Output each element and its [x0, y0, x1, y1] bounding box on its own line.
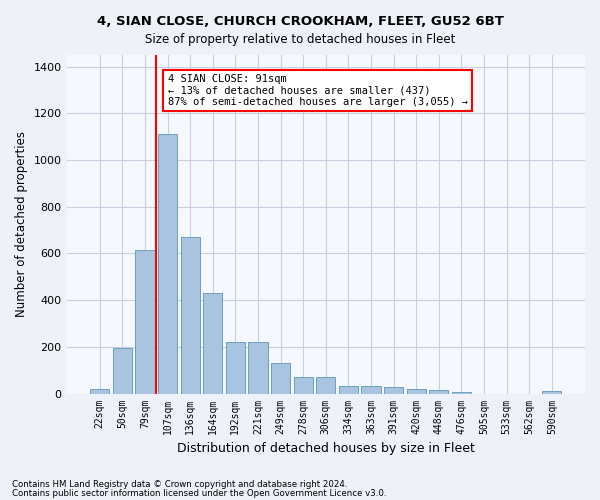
Bar — [293, 376, 313, 394]
Bar — [361, 386, 380, 394]
Bar — [271, 363, 290, 394]
Bar — [113, 348, 132, 394]
Bar — [429, 390, 448, 394]
Bar — [248, 342, 268, 394]
X-axis label: Distribution of detached houses by size in Fleet: Distribution of detached houses by size … — [177, 442, 475, 455]
Text: 4 SIAN CLOSE: 91sqm
← 13% of detached houses are smaller (437)
87% of semi-detac: 4 SIAN CLOSE: 91sqm ← 13% of detached ho… — [167, 74, 467, 107]
Bar — [90, 390, 109, 394]
Bar — [181, 237, 200, 394]
Bar — [384, 387, 403, 394]
Text: Size of property relative to detached houses in Fleet: Size of property relative to detached ho… — [145, 32, 455, 46]
Text: 4, SIAN CLOSE, CHURCH CROOKHAM, FLEET, GU52 6BT: 4, SIAN CLOSE, CHURCH CROOKHAM, FLEET, G… — [97, 15, 503, 28]
Bar — [136, 250, 155, 394]
Bar — [226, 342, 245, 394]
Text: Contains public sector information licensed under the Open Government Licence v3: Contains public sector information licen… — [12, 488, 386, 498]
Bar — [203, 293, 223, 394]
Bar — [542, 391, 562, 394]
Y-axis label: Number of detached properties: Number of detached properties — [15, 132, 28, 318]
Bar — [407, 390, 426, 394]
Bar — [158, 134, 177, 394]
Bar — [316, 376, 335, 394]
Bar — [339, 386, 358, 394]
Text: Contains HM Land Registry data © Crown copyright and database right 2024.: Contains HM Land Registry data © Crown c… — [12, 480, 347, 489]
Bar — [452, 392, 471, 394]
